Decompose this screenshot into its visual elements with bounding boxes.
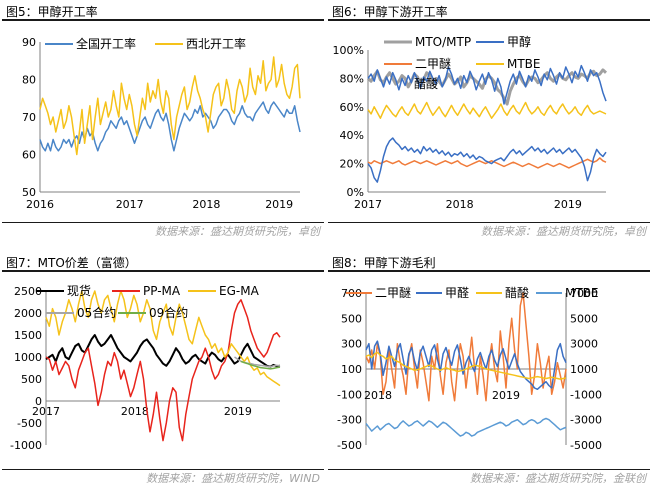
chart-methanol-operating-rate: 50 60 70 80 90 2016 2017 2018 2019 全国开工率 西北开工率 xyxy=(22,36,301,211)
y-tick-label: 0% xyxy=(347,186,364,199)
legend-label: 西北开工率 xyxy=(186,36,246,51)
panel-downstream-operating-rate: 图6：甲醇下游开工率 0% 20% 40% 60% 80% 100% 2017 2018 201… xyxy=(326,0,652,244)
y2-tick-label: -1000 xyxy=(570,388,602,401)
panel-title: 图6：甲醇下游开工率 xyxy=(332,5,448,19)
series-line-4 xyxy=(240,360,281,370)
y-tick-label: 40% xyxy=(340,129,364,142)
series-line-1 xyxy=(367,64,607,105)
y2-tick-label: -5000 xyxy=(570,439,602,452)
y-tick-label: 2500 xyxy=(14,285,42,298)
legend-label: 醋酸 xyxy=(414,76,438,91)
y2-tick-label: 5000 xyxy=(570,312,598,325)
bottom-rule xyxy=(2,469,324,470)
panel-title: 图7：MTO价差（富德） xyxy=(6,256,137,270)
x-tick-label: 2019 xyxy=(554,198,582,211)
series-line-4 xyxy=(367,137,607,183)
legend-label: MTO/MTP xyxy=(415,35,471,49)
legend-label: MTBE xyxy=(565,286,599,300)
y2-tick-label: 3000 xyxy=(570,338,598,351)
legend-label: 甲醇 xyxy=(507,34,531,49)
source-note: 数据来源：盛达期货研究院，卓创 xyxy=(481,225,646,238)
legend-label: 05合约 xyxy=(77,305,116,320)
source-note: 数据来源：盛达期货研究院，WIND xyxy=(146,472,320,485)
y-tick-label: 100 xyxy=(341,363,362,376)
series-line-1 xyxy=(365,340,567,391)
legend-label: 现货 xyxy=(67,283,91,298)
legend-label: 二甲醚 xyxy=(375,286,411,300)
y-tick-label: 500 xyxy=(341,312,362,325)
y2-tick-label: -3000 xyxy=(570,414,602,427)
y-tick-label: 1500 xyxy=(14,329,42,342)
series-line-2 xyxy=(45,290,281,387)
panel-methanol-operating-rate: 图5：甲醇开工率 50 60 70 80 90 2016 2017 2018 2019 全国开工率… xyxy=(0,0,326,244)
y-tick-label: 1000 xyxy=(14,351,42,364)
y-tick-label: 100% xyxy=(333,44,364,57)
source-note: 数据来源：盛达期货研究院，金联创 xyxy=(470,472,646,485)
series-line-1 xyxy=(39,56,301,156)
legend-label: MTBE xyxy=(507,57,541,71)
y-tick-label: 80 xyxy=(22,74,36,87)
x-tick-label: 2018 xyxy=(192,198,220,211)
chart-downstream-operating-rate: 0% 20% 40% 60% 80% 100% 2017 2018 2019 MTO/MTP 甲醇二… xyxy=(333,34,608,211)
y-tick-label: -100 xyxy=(337,388,362,401)
top-rule xyxy=(328,19,650,21)
y-tick-label: 80% xyxy=(340,72,364,85)
series-line-2 xyxy=(367,157,607,169)
y-tick-label: 90 xyxy=(22,36,36,49)
x-tick-label: 2018 xyxy=(446,198,474,211)
panel-downstream-margin: 图8：甲醇下游毛利 -500 -300 -100 100 300 500 700 -5000-… xyxy=(326,244,652,488)
y-tick-label: 0 xyxy=(35,395,42,408)
y-tick-label: 20% xyxy=(340,158,364,171)
x-tick-label: 2019 xyxy=(492,389,520,402)
legend-label: 甲醛 xyxy=(445,285,469,300)
y2-tick-label: 1000 xyxy=(570,363,598,376)
y-tick-label: 300 xyxy=(341,338,362,351)
legend-label: 09合约 xyxy=(149,305,188,320)
chart-downstream-margin: -500-300-100100300500700-5000-3000-10001… xyxy=(337,285,602,452)
bottom-rule xyxy=(2,222,324,223)
x-tick-label: 2018 xyxy=(121,405,149,418)
source-note: 数据来源：盛达期货研究院，卓创 xyxy=(155,225,320,238)
y-tick-label: 60% xyxy=(340,101,364,114)
legend-label: PP-MA xyxy=(143,284,181,298)
top-rule xyxy=(328,270,650,272)
series-line-0 xyxy=(366,68,608,106)
y-tick-label: -500 xyxy=(337,439,362,452)
series-line-0 xyxy=(365,292,567,402)
bottom-rule xyxy=(328,222,650,223)
y2-tick-label: 7000 xyxy=(570,287,598,300)
y-tick-label: 50 xyxy=(22,186,36,199)
series-line-3 xyxy=(365,417,567,437)
chart-mto-spread: -1000 -500 0 500 1000 1500 2000 2500 2017 2018 201… xyxy=(10,283,281,452)
y-tick-label: -500 xyxy=(17,417,42,430)
legend-label: EG-MA xyxy=(219,284,260,298)
x-tick-label: 2017 xyxy=(354,198,382,211)
panel-mto-spread: 图7：MTO价差（富德） -1000 -500 0 500 1000 1500 2000 25… xyxy=(0,244,326,488)
y-tick-label: 500 xyxy=(21,373,42,386)
x-tick-label: 2017 xyxy=(116,198,144,211)
panel-title: 图5：甲醇开工率 xyxy=(6,5,98,19)
panel-title: 图8：甲醇下游毛利 xyxy=(332,256,436,270)
legend-label: 全国开工率 xyxy=(76,36,136,51)
legend-label: 二甲醚 xyxy=(415,57,451,71)
y-tick-label: 2000 xyxy=(14,307,42,320)
x-tick-label: 2019 xyxy=(224,405,252,418)
series-line-1 xyxy=(45,299,281,442)
top-rule xyxy=(2,19,324,21)
series-line-2 xyxy=(365,351,567,380)
top-rule xyxy=(2,270,324,272)
y-tick-label: 60 xyxy=(22,149,36,162)
legend-label: 醋酸 xyxy=(505,285,529,300)
y-tick-label: -300 xyxy=(337,414,362,427)
x-tick-label: 2019 xyxy=(265,198,293,211)
bottom-rule xyxy=(328,469,650,470)
series-line-3 xyxy=(367,101,607,119)
x-tick-label: 2016 xyxy=(26,198,54,211)
y-tick-label: 70 xyxy=(22,111,36,124)
y-tick-label: -1000 xyxy=(10,439,42,452)
x-tick-label: 2017 xyxy=(32,405,60,418)
x-tick-label: 2018 xyxy=(364,389,392,402)
